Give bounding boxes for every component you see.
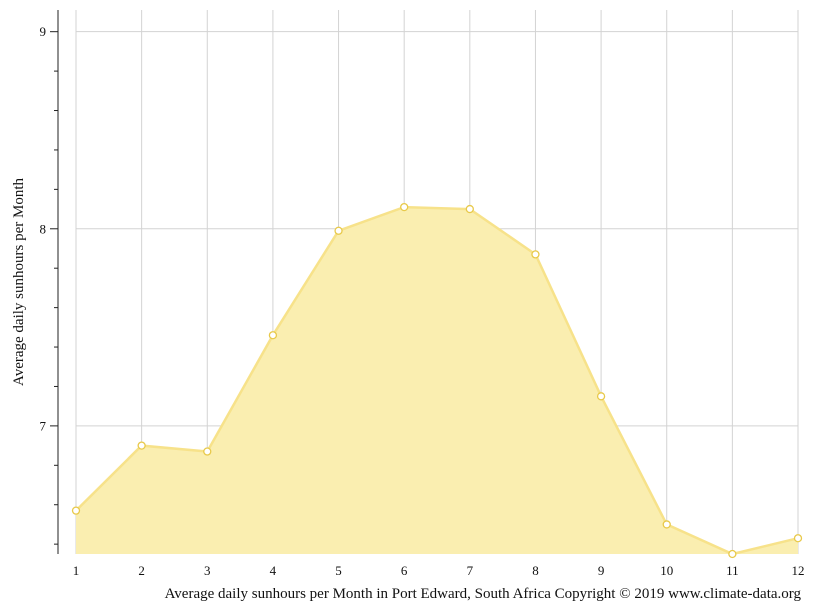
axes xyxy=(50,10,59,554)
y-tick-labels: 9 8 7 xyxy=(40,24,47,433)
y-tick-label: 9 xyxy=(40,24,47,39)
x-tick-label: 5 xyxy=(335,563,342,578)
data-point xyxy=(596,392,606,401)
data-point xyxy=(662,520,671,529)
data-point xyxy=(728,549,737,559)
x-tick-label: 7 xyxy=(467,563,474,578)
series-line xyxy=(75,205,799,556)
data-point xyxy=(203,447,212,456)
x-tick-labels: 1 2 3 4 5 6 7 8 9 10 11 12 xyxy=(73,563,805,578)
x-tick-label: 6 xyxy=(401,563,408,578)
x-tick-label: 11 xyxy=(726,563,739,578)
x-tick-label: 9 xyxy=(598,563,605,578)
data-point xyxy=(793,534,803,543)
x-tick-label: 1 xyxy=(73,563,80,578)
x-tick-label: 10 xyxy=(660,563,673,578)
y-tick-label: 8 xyxy=(40,221,47,236)
x-tick-label: 4 xyxy=(270,563,277,578)
data-point xyxy=(531,250,540,259)
data-point xyxy=(71,506,81,515)
chart-caption: Average daily sunhours per Month in Port… xyxy=(165,586,802,602)
x-tick-label: 2 xyxy=(138,563,145,578)
area-fill xyxy=(76,207,798,554)
x-tick-label: 3 xyxy=(204,563,211,578)
data-point xyxy=(268,331,278,340)
data-point xyxy=(400,202,409,212)
x-tick-label: 8 xyxy=(532,563,539,578)
data-point xyxy=(137,441,146,450)
data-point xyxy=(334,226,343,235)
y-axis-label: Average daily sunhours per Month xyxy=(11,178,27,387)
y-tick-label: 7 xyxy=(40,418,47,433)
data-point xyxy=(465,204,474,214)
x-tick-label: 12 xyxy=(792,563,805,578)
data-markers xyxy=(71,202,803,559)
